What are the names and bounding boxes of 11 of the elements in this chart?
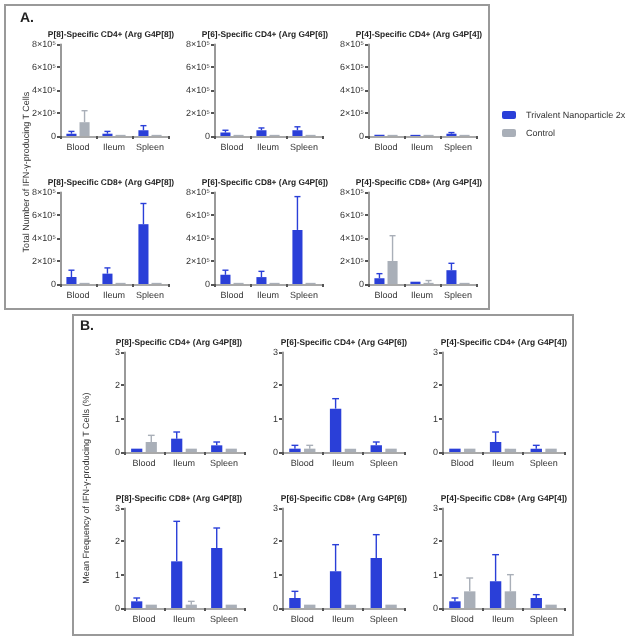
bar: [370, 445, 382, 452]
bar: [449, 601, 461, 608]
bar: [289, 598, 301, 608]
bar: [446, 270, 457, 284]
bar: [131, 601, 143, 608]
bar: [530, 598, 542, 608]
bar: [66, 277, 77, 284]
bar: [374, 278, 385, 284]
bar: [102, 273, 113, 284]
bar: [256, 277, 267, 284]
bar: [220, 274, 231, 284]
